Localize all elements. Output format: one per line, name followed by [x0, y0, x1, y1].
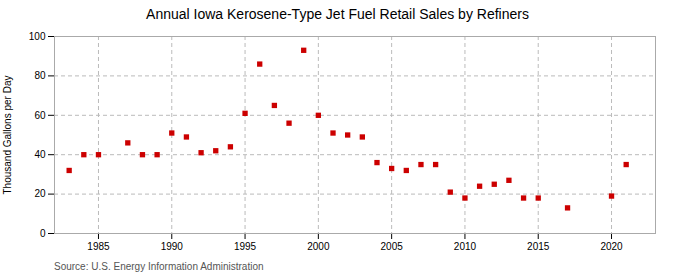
svg-text:2015: 2015 — [527, 241, 550, 252]
svg-text:0: 0 — [40, 228, 46, 239]
html-text:Source: U.S. Energy Informatio: Source: U.S. Energy Information Administ… — [54, 261, 264, 272]
html-text:Annual Iowa Kerosene-Type Jet: Annual Iowa Kerosene-Type Jet Fuel Retai… — [146, 6, 529, 22]
svg-text:2005: 2005 — [381, 241, 404, 252]
svg-text:2000: 2000 — [307, 241, 330, 252]
svg-text:20: 20 — [34, 188, 46, 199]
svg-text:2020: 2020 — [600, 241, 623, 252]
svg-text:2010: 2010 — [454, 241, 477, 252]
svg-text:1995: 1995 — [234, 241, 257, 252]
svg-text:1990: 1990 — [161, 241, 184, 252]
svg-text:100: 100 — [29, 31, 46, 42]
svg-text:1985: 1985 — [87, 241, 110, 252]
svg-text:80: 80 — [34, 70, 46, 81]
svg-text:Thousand Gallons per Day: Thousand Gallons per Day — [2, 76, 13, 195]
svg-text:60: 60 — [34, 110, 46, 121]
svg-text:40: 40 — [34, 149, 46, 160]
